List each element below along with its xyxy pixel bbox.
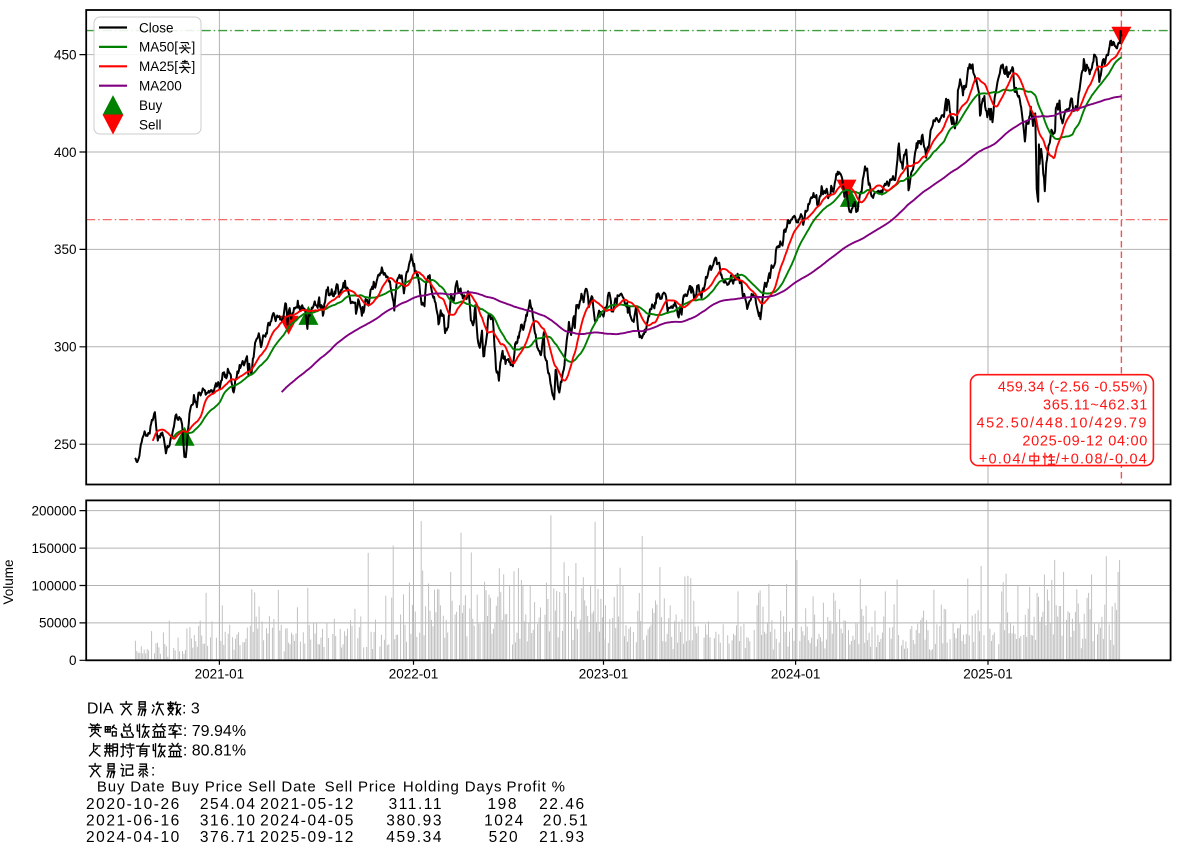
svg-text:: 79.94%: : 79.94%: [183, 723, 246, 740]
svg-text:311.11: 311.11: [389, 796, 443, 813]
svg-text:+0.04/: +0.04/: [979, 452, 1027, 468]
svg-text:254.04: 254.04: [200, 796, 257, 813]
svg-text:2021-05-12: 2021-05-12: [260, 796, 355, 813]
svg-text:450: 450: [54, 47, 77, 62]
svg-text:0: 0: [69, 653, 77, 668]
svg-text:MA200: MA200: [139, 79, 182, 94]
svg-text:365.11~462.31: 365.11~462.31: [1043, 397, 1148, 413]
svg-text:Close: Close: [139, 20, 174, 35]
svg-text:]: ]: [192, 40, 196, 55]
svg-text:Buy: Buy: [139, 98, 163, 113]
svg-text:2021-01: 2021-01: [195, 667, 245, 682]
svg-text:1024: 1024: [484, 813, 525, 830]
svg-text:2025-01: 2025-01: [963, 667, 1013, 682]
svg-text:459.34 (-2.56 -0.55%): 459.34 (-2.56 -0.55%): [998, 379, 1148, 395]
svg-text:MA25[: MA25[: [139, 59, 178, 74]
svg-text:459.34: 459.34: [386, 829, 443, 846]
svg-text:Holding Days: Holding Days: [403, 779, 502, 796]
svg-text:520: 520: [489, 829, 520, 846]
svg-text:MA50[: MA50[: [139, 40, 178, 55]
svg-text:2021-06-16: 2021-06-16: [86, 813, 181, 830]
svg-text:316.10: 316.10: [200, 813, 257, 830]
svg-text:2023-01: 2023-01: [579, 667, 629, 682]
svg-text:200000: 200000: [31, 503, 76, 518]
svg-text:22.46: 22.46: [539, 796, 586, 813]
svg-text:2025-09-12 04:00: 2025-09-12 04:00: [1022, 434, 1148, 450]
svg-text:250: 250: [54, 437, 77, 452]
svg-text:Buy Date: Buy Date: [97, 779, 165, 796]
svg-text:]: ]: [192, 59, 196, 74]
svg-text:Volume: Volume: [1, 559, 16, 604]
svg-text:2022-01: 2022-01: [389, 667, 439, 682]
svg-text:Sell Price: Sell Price: [325, 779, 397, 796]
svg-text:2024-01: 2024-01: [771, 667, 821, 682]
svg-text::: :: [151, 763, 155, 780]
svg-text:300: 300: [54, 340, 77, 355]
svg-text:20.51: 20.51: [543, 813, 590, 830]
svg-text:150000: 150000: [31, 541, 76, 556]
svg-text:400: 400: [54, 145, 77, 160]
svg-text:Sell: Sell: [139, 117, 162, 132]
svg-text:/+0.08/-0.04: /+0.08/-0.04: [1056, 452, 1148, 468]
svg-text:2020-10-26: 2020-10-26: [86, 796, 181, 813]
svg-text:380.93: 380.93: [386, 813, 443, 830]
svg-text:DIA: DIA: [87, 701, 114, 718]
svg-text:2024-04-05: 2024-04-05: [260, 813, 355, 830]
svg-text:50000: 50000: [39, 616, 77, 631]
svg-text:198: 198: [487, 796, 518, 813]
svg-text:: 80.81%: : 80.81%: [183, 743, 246, 760]
svg-text:Buy Price: Buy Price: [171, 779, 243, 796]
svg-text:452.50/448.10/429.79: 452.50/448.10/429.79: [976, 416, 1148, 432]
svg-text:Sell Date: Sell Date: [248, 779, 317, 796]
svg-text:: 3: : 3: [182, 701, 200, 718]
svg-text:376.71: 376.71: [200, 829, 257, 846]
svg-text:2024-04-10: 2024-04-10: [86, 829, 181, 846]
svg-text:Profit %: Profit %: [507, 779, 566, 796]
svg-text:350: 350: [54, 242, 77, 257]
svg-text:2025-09-12: 2025-09-12: [260, 829, 355, 846]
svg-text:100000: 100000: [31, 578, 76, 593]
svg-text:21.93: 21.93: [539, 829, 586, 846]
